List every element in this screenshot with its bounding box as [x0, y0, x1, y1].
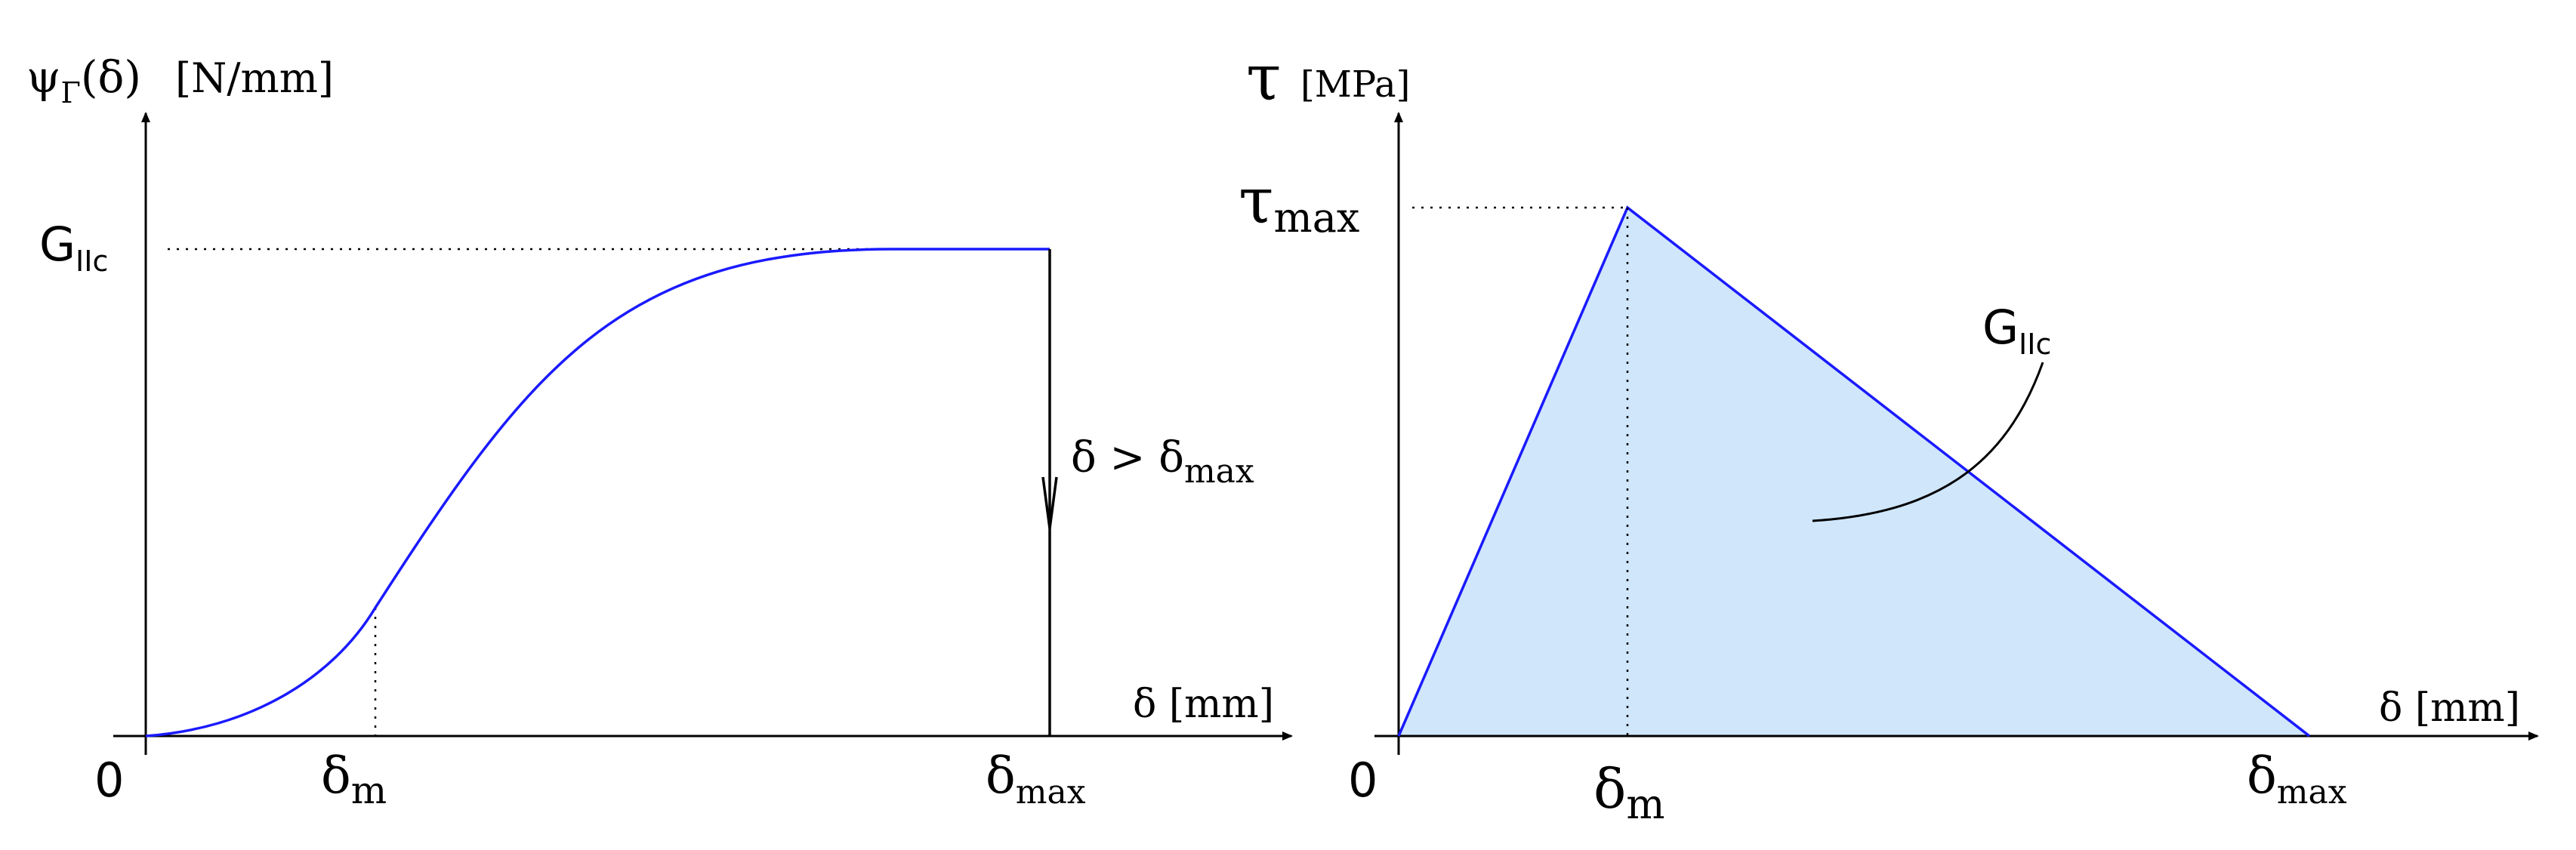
right-delta-max-label: δmax: [2247, 747, 2347, 812]
left-gIIc-label: GIIc: [39, 217, 108, 278]
right-area-leader-line: [1812, 362, 2044, 522]
left-failure-condition: δ > δmax: [1071, 433, 1254, 491]
right-diagram: τ [MPa] τmax GIIc δ [mm] 0 δm δmax: [1239, 41, 2539, 828]
right-delta-m-label: δm: [1593, 757, 1665, 828]
right-y-axis-unit: [MPa]: [1300, 63, 1410, 106]
left-energy-curve: [145, 248, 1050, 738]
right-area-label: GIIc: [1982, 300, 2051, 361]
left-delta-max-label: δmax: [986, 747, 1086, 812]
left-drop-arrow: [1041, 476, 1058, 529]
left-y-axis-label: ψΓ(δ): [26, 51, 141, 109]
left-y-axis-unit: [N/mm]: [175, 54, 334, 102]
left-delta-m-label: δm: [321, 747, 387, 812]
right-x-axis-label: δ [mm]: [2379, 685, 2520, 731]
right-y-axis-label: τ: [1246, 41, 1281, 115]
right-fracture-energy-area: [1399, 208, 2309, 736]
left-x-axis-label: δ [mm]: [1133, 682, 1274, 727]
right-origin-label: 0: [1348, 753, 1377, 808]
left-diagram: ψΓ(δ) [N/mm] GIIc δ [mm] 0 δm δmax δ > δ…: [26, 51, 1293, 812]
left-origin-label: 0: [94, 753, 124, 808]
right-tau-max-label: τmax: [1239, 164, 1359, 242]
